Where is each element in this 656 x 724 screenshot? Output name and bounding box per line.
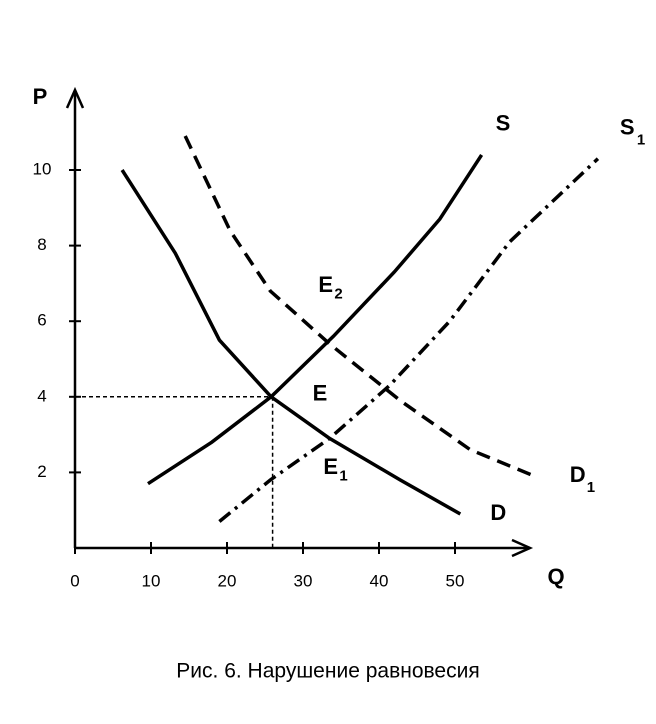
x-tick-label: 40 bbox=[370, 571, 389, 590]
point-label: E bbox=[318, 272, 333, 297]
y-tick-label: 8 bbox=[37, 235, 46, 254]
legend-subscript: 1 bbox=[637, 132, 645, 149]
legend-label: D bbox=[490, 500, 506, 525]
x-tick-label: 20 bbox=[218, 571, 237, 590]
y-tick-label: 6 bbox=[37, 311, 46, 330]
x-tick-label: 30 bbox=[294, 571, 313, 590]
legend-label: S bbox=[620, 114, 635, 139]
point-subscript: 2 bbox=[334, 285, 342, 302]
caption: Рис. 6. Нарушение равновесия bbox=[176, 660, 479, 683]
legend-subscript: 1 bbox=[587, 479, 595, 496]
y-tick-label: 4 bbox=[37, 386, 46, 405]
curve bbox=[147, 153, 484, 486]
curve bbox=[218, 157, 600, 523]
y-axis-label: P bbox=[33, 84, 48, 109]
curve bbox=[120, 169, 462, 516]
y-axis-arrow bbox=[65, 86, 85, 109]
legend-label: D bbox=[570, 462, 586, 487]
x-tick-label: 10 bbox=[142, 571, 161, 590]
x-axis-arrow bbox=[511, 538, 534, 558]
y-tick-label: 10 bbox=[33, 159, 52, 178]
point-label: E bbox=[313, 381, 328, 406]
x-tick-label: 50 bbox=[446, 571, 465, 590]
point-label: E bbox=[323, 454, 338, 479]
legend-label: S bbox=[496, 111, 511, 136]
x-axis-label: Q bbox=[547, 564, 564, 589]
x-tick-label: 0 bbox=[70, 571, 79, 590]
point-subscript: 1 bbox=[339, 467, 347, 484]
y-tick-label: 2 bbox=[37, 462, 46, 481]
